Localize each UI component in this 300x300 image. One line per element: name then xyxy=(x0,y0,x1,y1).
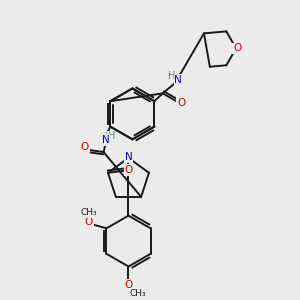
Text: O: O xyxy=(233,43,241,53)
Text: H: H xyxy=(168,71,175,81)
Text: N: N xyxy=(124,152,132,162)
Text: H: H xyxy=(108,131,115,141)
Text: CH₃: CH₃ xyxy=(130,290,147,298)
Text: O: O xyxy=(177,98,185,108)
Text: O: O xyxy=(124,165,133,175)
Text: O: O xyxy=(81,142,89,152)
Text: O: O xyxy=(124,280,133,290)
Text: N: N xyxy=(175,75,182,85)
Text: CH₃: CH₃ xyxy=(80,208,97,217)
Text: O: O xyxy=(85,217,93,226)
Text: N: N xyxy=(102,135,109,145)
